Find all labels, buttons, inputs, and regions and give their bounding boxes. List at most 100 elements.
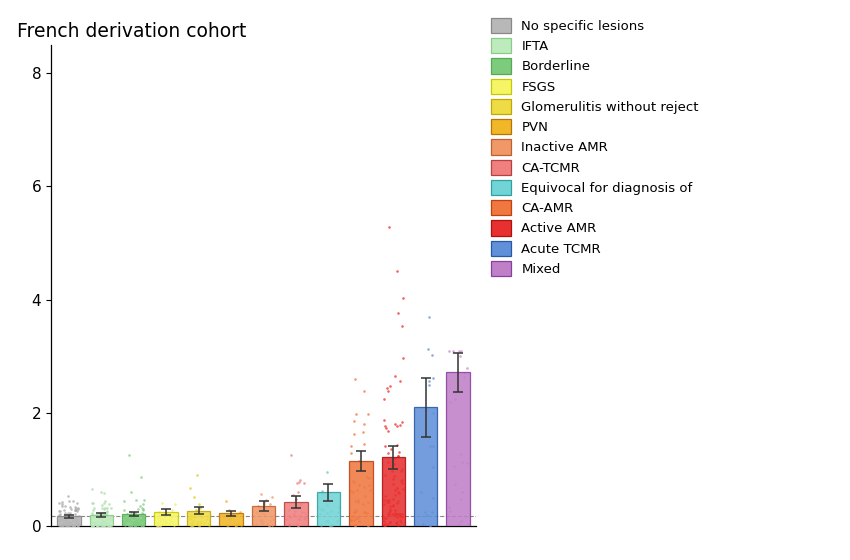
Point bbox=[64, 520, 77, 529]
Point bbox=[385, 509, 399, 518]
Point bbox=[99, 517, 112, 526]
Point bbox=[344, 515, 358, 524]
Point bbox=[59, 515, 72, 524]
Point bbox=[414, 488, 428, 497]
Point bbox=[316, 505, 330, 514]
Point bbox=[136, 514, 150, 522]
Point bbox=[380, 384, 394, 393]
Point bbox=[54, 515, 68, 524]
Point bbox=[357, 386, 371, 395]
Point bbox=[344, 441, 358, 450]
Point bbox=[57, 515, 71, 524]
Point bbox=[52, 498, 65, 507]
Point bbox=[391, 521, 405, 530]
Bar bbox=[187, 511, 210, 526]
Point bbox=[314, 520, 328, 529]
Point bbox=[233, 507, 246, 516]
Point bbox=[63, 519, 76, 528]
Point bbox=[99, 508, 112, 517]
Point bbox=[377, 514, 390, 523]
Point bbox=[319, 517, 332, 526]
Point bbox=[63, 519, 76, 528]
Point bbox=[444, 507, 457, 516]
Point bbox=[137, 495, 150, 504]
Point bbox=[187, 521, 201, 530]
Point bbox=[377, 496, 390, 505]
Point bbox=[104, 515, 117, 524]
Point bbox=[348, 521, 361, 530]
Point bbox=[62, 517, 76, 526]
Point bbox=[129, 520, 143, 529]
Point bbox=[55, 502, 69, 511]
Point bbox=[388, 453, 401, 462]
Point bbox=[383, 505, 397, 514]
Point bbox=[54, 521, 67, 530]
Point bbox=[55, 519, 69, 528]
Point bbox=[55, 498, 69, 507]
Point bbox=[88, 517, 102, 526]
Point bbox=[64, 519, 77, 528]
Point bbox=[394, 517, 407, 526]
Point bbox=[234, 520, 247, 529]
Point bbox=[122, 515, 136, 524]
Point bbox=[353, 480, 366, 489]
Point bbox=[67, 519, 81, 528]
Point bbox=[65, 519, 78, 528]
Point bbox=[360, 410, 374, 419]
Point bbox=[56, 521, 70, 530]
Point bbox=[379, 513, 393, 522]
Point bbox=[97, 518, 110, 527]
Point bbox=[97, 508, 110, 517]
Point bbox=[382, 518, 396, 527]
Point bbox=[221, 521, 235, 530]
Point bbox=[54, 510, 67, 519]
Point bbox=[184, 519, 198, 528]
Point bbox=[54, 512, 68, 521]
Point bbox=[190, 471, 203, 480]
Point bbox=[358, 483, 371, 492]
Point bbox=[352, 456, 366, 465]
Point bbox=[94, 512, 108, 521]
Point bbox=[56, 519, 70, 528]
Point bbox=[254, 516, 268, 525]
Point bbox=[129, 521, 143, 530]
Point bbox=[390, 510, 404, 519]
Point bbox=[230, 521, 243, 530]
Point bbox=[393, 447, 406, 456]
Point bbox=[201, 520, 215, 529]
Point bbox=[193, 500, 207, 508]
Point bbox=[93, 519, 106, 528]
Point bbox=[132, 505, 145, 514]
Text: French derivation cohort: French derivation cohort bbox=[17, 22, 246, 41]
Point bbox=[346, 488, 360, 497]
Point bbox=[391, 267, 405, 276]
Point bbox=[168, 499, 182, 508]
Point bbox=[325, 520, 338, 529]
Point bbox=[256, 520, 269, 529]
Point bbox=[102, 521, 116, 530]
Point bbox=[99, 518, 113, 527]
Bar bbox=[414, 408, 438, 526]
Point bbox=[135, 516, 149, 525]
Point bbox=[99, 511, 113, 520]
Bar bbox=[446, 372, 470, 526]
Point bbox=[96, 517, 110, 526]
Point bbox=[53, 517, 66, 526]
Point bbox=[105, 514, 118, 522]
Point bbox=[423, 442, 437, 451]
Point bbox=[87, 519, 100, 528]
Point bbox=[345, 511, 359, 520]
Point bbox=[382, 507, 396, 516]
Point bbox=[54, 519, 68, 528]
Point bbox=[134, 472, 148, 481]
Point bbox=[394, 477, 408, 486]
Point bbox=[347, 508, 360, 517]
Point bbox=[443, 398, 456, 407]
Point bbox=[448, 394, 462, 403]
Point bbox=[99, 496, 112, 505]
Point bbox=[95, 501, 109, 510]
Point bbox=[60, 521, 73, 530]
Point bbox=[88, 519, 101, 528]
Point bbox=[102, 515, 116, 524]
Point bbox=[59, 520, 72, 529]
